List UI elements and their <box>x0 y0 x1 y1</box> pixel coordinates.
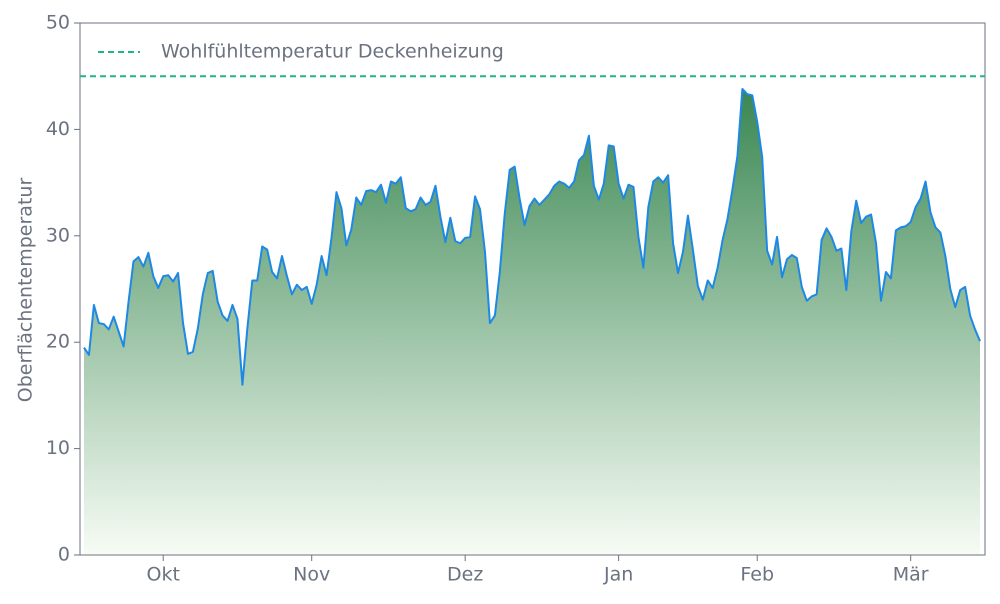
y-tick-label: 0 <box>58 544 70 566</box>
y-tick-label: 40 <box>46 118 70 140</box>
legend-label: Wohlfühltemperatur Deckenheizung <box>161 41 504 63</box>
data-line <box>83 87 981 386</box>
area-fill <box>84 88 980 555</box>
y-tick-label: 10 <box>46 437 70 459</box>
y-tick-label: 30 <box>46 224 70 246</box>
x-tick-label: Jan <box>603 564 633 586</box>
plot-frame <box>79 22 986 556</box>
x-tick-label: Dez <box>447 564 483 586</box>
y-tick-label: 50 <box>46 12 70 34</box>
x-tick-label: Feb <box>740 564 774 586</box>
y-axis-label: Oberflächentemperatur <box>15 178 37 403</box>
x-tick-label: Okt <box>146 564 179 586</box>
y-tick-label: 20 <box>46 331 70 353</box>
x-tick-label: Mär <box>893 564 929 586</box>
x-tick-label: Nov <box>293 564 330 586</box>
